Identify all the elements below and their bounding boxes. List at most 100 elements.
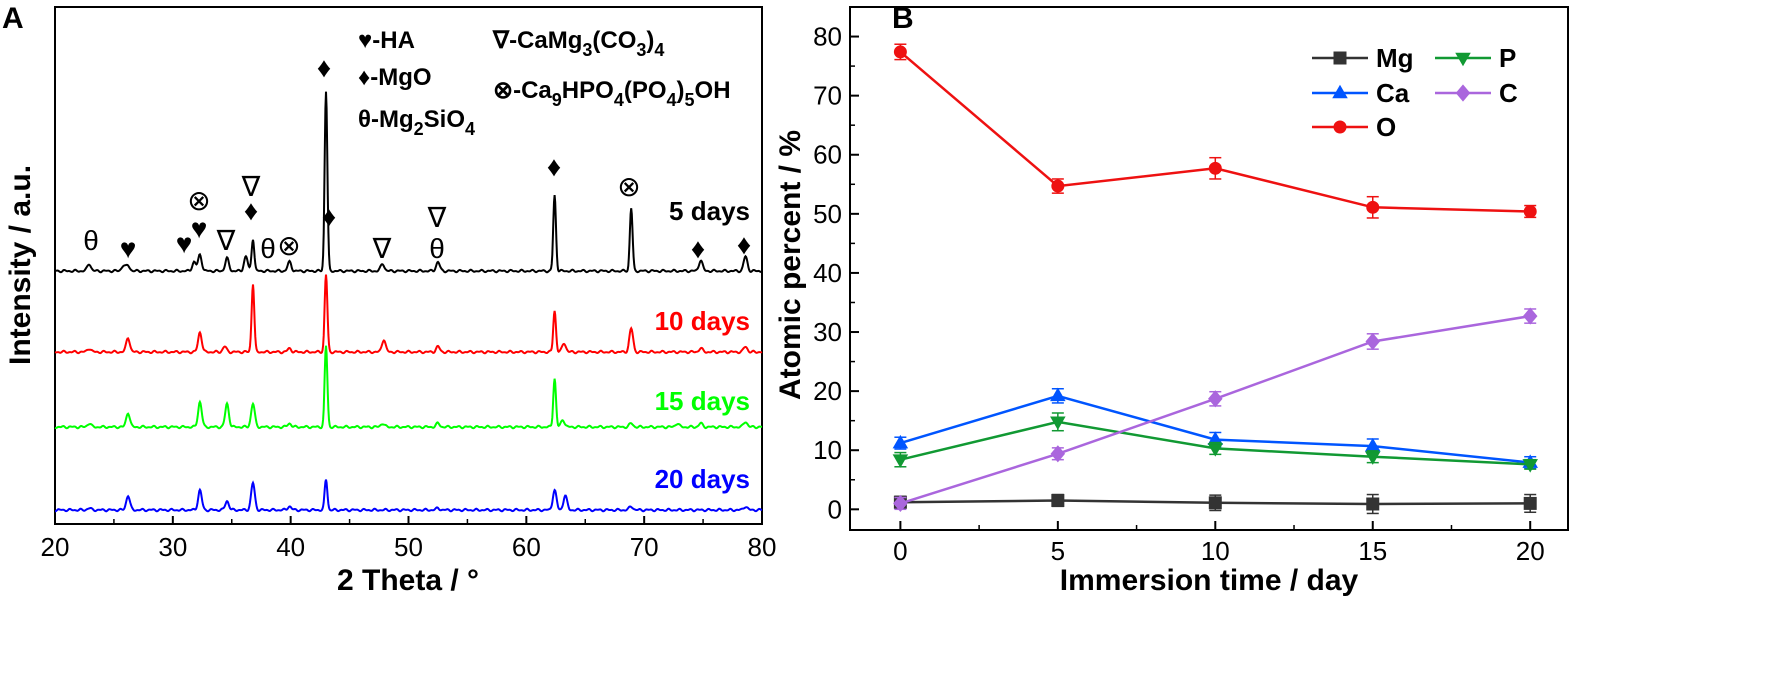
atomic-x-tick-label: 0	[893, 536, 907, 566]
atomic-percent-chart: 0 5 10 15 20 0 10 20 30 40 50 60 70 80 Mg Ca O PC Immers…	[774, 6, 1569, 597]
xrd-series-20-days	[55, 479, 763, 513]
atomic-line-c	[900, 314, 1531, 505]
phase-legend-entry: ⊗-Ca9HPO4(PO4)5OH	[493, 77, 731, 110]
legend-label: O	[1376, 112, 1396, 142]
xrd-peak-marker: ∇	[241, 171, 261, 202]
xrd-x-tick-label: 60	[512, 532, 541, 562]
xrd-peak-marker: ∇	[216, 225, 236, 256]
panel-label-b: B	[892, 2, 914, 35]
data-point-ca	[1050, 387, 1066, 402]
atomic-series-p	[892, 412, 1538, 473]
atomic-series-o	[893, 43, 1537, 219]
data-point-c	[1365, 332, 1381, 351]
xrd-x-tick-label: 50	[394, 532, 423, 562]
atomic-x-tick-label: 15	[1358, 536, 1387, 566]
legend-entry-mg: Mg	[1312, 43, 1414, 73]
atomic-x-tick-label: 5	[1051, 536, 1065, 566]
phase-legend-entry: ♦-MgO	[358, 64, 432, 91]
xrd-y-axis-title: Intensity / a.u.	[4, 165, 37, 365]
xrd-peak-marker: ♦	[317, 52, 331, 83]
atomic-y-tick-label: 20	[813, 376, 842, 406]
xrd-peak-marker: θ	[429, 233, 445, 264]
xrd-series-label-10-days: 10 days	[655, 306, 750, 336]
xrd-peak-marker: ⊗	[187, 185, 210, 216]
data-point-p	[1522, 459, 1538, 473]
data-point-p	[1050, 416, 1066, 431]
atomic-y-axis-title: Atomic percent / %	[774, 130, 807, 400]
xrd-x-tick-label: 70	[630, 532, 659, 562]
xrd-peak-marker: θ	[260, 233, 276, 264]
atomic-series-mg	[893, 493, 1537, 515]
data-point-mg	[1523, 496, 1537, 510]
phase-legend-entry: ♥-HA	[358, 27, 415, 54]
atomic-series-ca	[892, 387, 1538, 470]
legend-marker	[1333, 120, 1347, 134]
data-point-mg	[1051, 493, 1065, 507]
legend-marker	[1455, 84, 1471, 102]
atomic-x-axis-title: Immersion time / day	[1060, 564, 1359, 597]
data-point-ca	[892, 434, 909, 449]
legend-marker	[1332, 84, 1348, 99]
xrd-x-tick-label: 30	[158, 532, 187, 562]
data-point-p	[1207, 443, 1224, 457]
xrd-peak-marker: ♥	[176, 228, 193, 259]
atomic-y-tick-label: 80	[813, 22, 842, 52]
xrd-series-15-days	[54, 345, 762, 430]
data-point-o	[1523, 204, 1537, 218]
legend-entry-p: P	[1435, 43, 1516, 73]
data-point-p	[1364, 451, 1381, 465]
data-point-o	[893, 45, 907, 59]
atomic-y-tick-label: 50	[813, 199, 842, 229]
data-point-c	[893, 494, 908, 512]
xrd-x-tick-label: 40	[276, 532, 305, 562]
data-point-mg	[1366, 497, 1380, 511]
xrd-peak-marker: ∇	[427, 202, 447, 233]
legend-entry-c: C	[1435, 78, 1518, 108]
atomic-y-tick-label: 70	[813, 81, 842, 111]
atomic-line-o	[899, 50, 1531, 213]
xrd-x-tick-label: 80	[748, 532, 777, 562]
xrd-peak-marker: θ	[83, 225, 99, 256]
xrd-peak-marker: ⊗	[277, 230, 300, 261]
legend-label: C	[1499, 78, 1518, 108]
xrd-peak-marker: ∇	[372, 233, 392, 264]
data-point-c	[1208, 390, 1223, 408]
legend-marker	[1455, 52, 1471, 67]
atomic-y-tick-label: 10	[813, 435, 842, 465]
legend-entry-o: O	[1312, 112, 1396, 142]
xrd-peak-marker: ♦	[547, 151, 561, 182]
xrd-peak-marker: ♥	[120, 233, 137, 264]
data-point-o	[1208, 161, 1222, 175]
atomic-x-tick-label: 10	[1201, 536, 1230, 566]
legend-label: Mg	[1376, 43, 1414, 73]
data-point-o	[1366, 200, 1380, 214]
xrd-series-label-20-days: 20 days	[655, 464, 750, 494]
xrd-series-label-15-days: 15 days	[655, 386, 750, 416]
atomic-plot-frame	[849, 6, 1569, 531]
data-point-o	[1051, 179, 1065, 193]
data-point-p	[892, 454, 909, 468]
xrd-peak-marker: ♦	[737, 229, 751, 260]
legend-label: P	[1499, 43, 1516, 73]
atomic-y-tick-label: 0	[828, 494, 842, 524]
xrd-peak-marker: ♦	[322, 201, 336, 232]
legend-entry-ca: Ca	[1312, 78, 1410, 108]
atomic-y-tick-label: 30	[813, 317, 842, 347]
atomic-x-tick-label: 20	[1516, 536, 1545, 566]
phase-legend-entry: ∇-CaMg3(CO3)4	[492, 27, 664, 60]
data-point-c	[1522, 307, 1538, 325]
xrd-chart: 20 30 40 50 60 70 80 5 days 10 days 15 days 20 da…	[4, 6, 777, 597]
xrd-peak-marker: ⊗	[617, 171, 640, 202]
xrd-series-5-days	[55, 91, 763, 274]
legend-label: Ca	[1376, 78, 1410, 108]
xrd-series-label-5-days: 5 days	[669, 196, 750, 226]
xrd-peak-marker: ♦	[691, 233, 705, 264]
atomic-y-tick-label: 60	[813, 140, 842, 170]
xrd-peak-marker: ♦	[244, 195, 258, 226]
phase-legend-entry: θ-Mg2SiO4	[358, 106, 475, 139]
data-point-mg	[1208, 496, 1222, 510]
xrd-x-tick-label: 20	[41, 532, 70, 562]
xrd-series-10-days	[54, 274, 763, 355]
atomic-y-tick-label: 40	[813, 258, 842, 288]
